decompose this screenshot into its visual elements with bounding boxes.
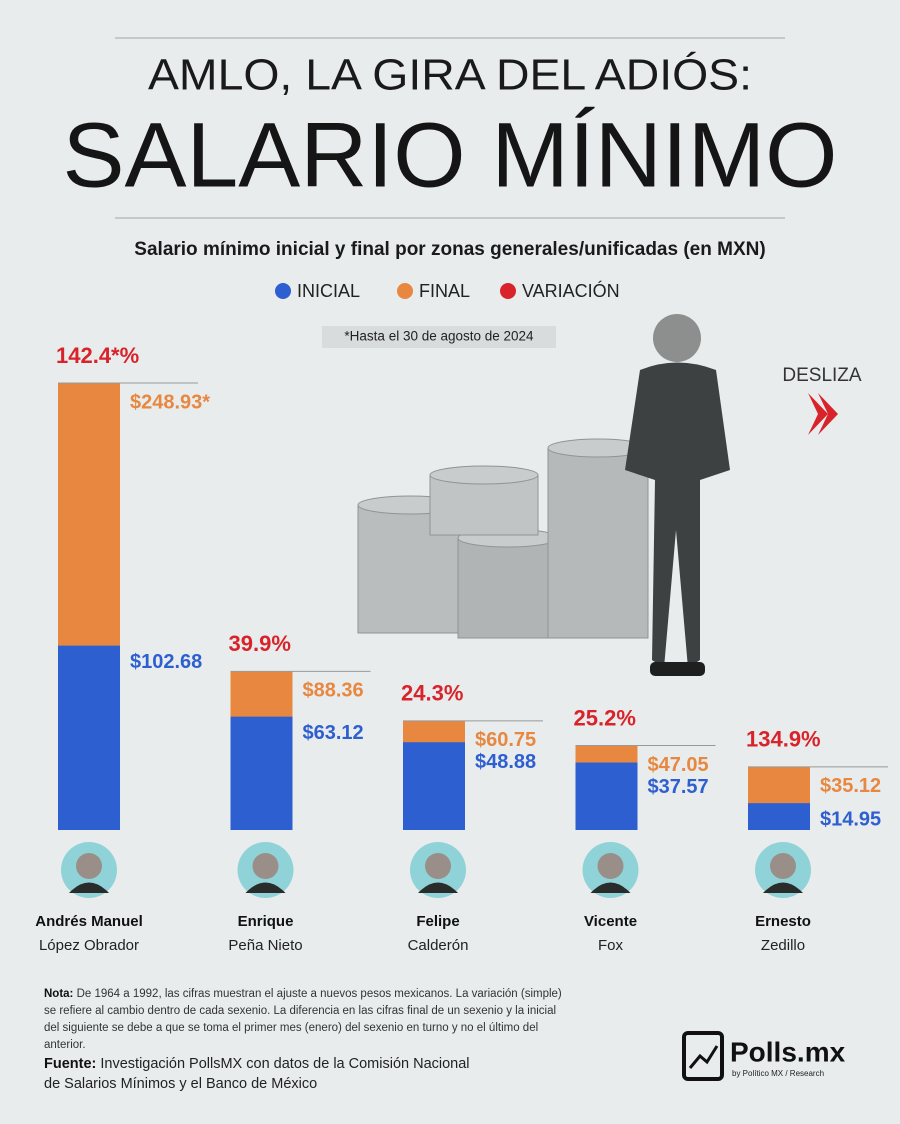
bar-initial <box>575 762 638 830</box>
category-line2: Peña Nieto <box>228 937 302 954</box>
final-label: $248.93* <box>130 391 210 413</box>
category-line2: Fox <box>598 937 624 954</box>
variation-label: 134.9% <box>746 727 821 752</box>
portrait-body <box>245 882 286 893</box>
variation-label: 24.3% <box>401 681 463 706</box>
portrait-face <box>252 853 279 879</box>
initial-label: $37.57 <box>648 776 709 798</box>
category-line2: Calderón <box>408 937 469 954</box>
legend-label: FINAL <box>419 281 470 301</box>
variation-label: 142.4*% <box>56 343 139 368</box>
variation-label: 39.9% <box>229 631 291 656</box>
portrait-face <box>597 853 624 879</box>
bar-initial <box>230 716 293 830</box>
logo <box>682 1031 724 1081</box>
initial-label: $48.88 <box>475 751 536 773</box>
portrait-body <box>763 882 803 893</box>
portrait-face <box>425 853 451 879</box>
logo-name: Polls.mx <box>730 1036 846 1067</box>
variation-label: 25.2% <box>574 705 636 730</box>
note: Nota: De 1964 a 1992, las cifras muestra… <box>44 986 564 1054</box>
initial-label: $14.95 <box>820 808 881 830</box>
bar-initial <box>58 645 120 830</box>
portrait-face <box>770 853 796 879</box>
initial-label: $63.12 <box>303 722 364 744</box>
portrait-body <box>69 882 109 893</box>
subtitle: Salario mínimo inicial y final por zonas… <box>134 239 765 260</box>
person-illustration <box>625 314 730 676</box>
category-line1: Vicente <box>584 913 637 930</box>
source: Fuente: Investigación PollsMX con datos … <box>44 1054 484 1094</box>
footnote-bg <box>322 326 556 348</box>
category-line2: López Obrador <box>39 937 139 954</box>
legend-label: VARIACIÓN <box>522 280 620 301</box>
logo-byline: by Político MX / Research <box>732 1069 824 1078</box>
final-label: $47.05 <box>648 754 709 776</box>
category-line1: Andrés Manuel <box>35 913 143 930</box>
final-label: $60.75 <box>475 729 536 751</box>
legend-swatch <box>500 283 516 299</box>
portrait-body <box>418 882 458 893</box>
bar-initial <box>403 742 465 830</box>
portrait-face <box>76 853 102 879</box>
source-text: Investigación PollsMX con datos de la Co… <box>44 1056 470 1092</box>
category-line1: Ernesto <box>755 913 811 930</box>
legend-swatch <box>275 283 291 299</box>
footnote: *Hasta el 30 de agosto de 2024 <box>344 329 534 344</box>
note-text: De 1964 a 1992, las cifras muestran el a… <box>44 988 562 1051</box>
swipe-arrow[interactable] <box>808 393 838 435</box>
bar-initial <box>748 803 810 830</box>
category-line1: Felipe <box>416 913 459 930</box>
legend-label: INICIAL <box>297 281 360 301</box>
category-line1: Enrique <box>238 913 294 930</box>
title-line1: AMLO, LA GIRA DEL ADIÓS: <box>148 51 752 100</box>
portrait-body <box>590 882 631 893</box>
final-label: $35.12 <box>820 775 881 797</box>
coins-illustration <box>357 438 649 639</box>
final-label: $88.36 <box>303 680 364 702</box>
source-label: Fuente: <box>44 1056 97 1072</box>
swipe-label: DESLIZA <box>782 365 862 386</box>
legend-swatch <box>397 283 413 299</box>
category-line2: Zedillo <box>761 937 805 954</box>
title-line2: SALARIO MÍNIMO <box>63 104 838 206</box>
initial-label: $102.68 <box>130 651 202 673</box>
note-label: Nota: <box>44 988 74 1000</box>
